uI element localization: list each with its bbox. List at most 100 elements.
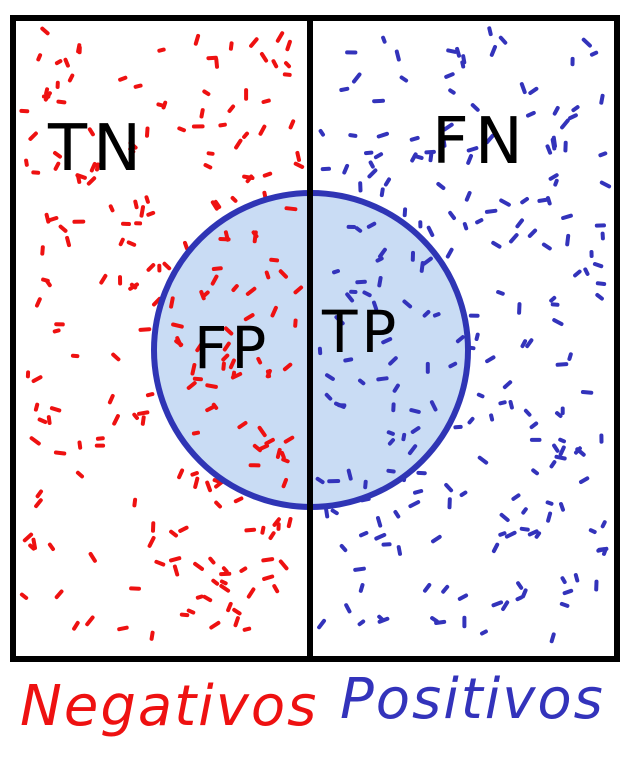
negative-dot <box>58 224 68 233</box>
negative-dot <box>286 517 293 529</box>
negative-dot <box>282 362 293 372</box>
positive-dot <box>432 312 441 318</box>
positive-dot <box>330 508 339 516</box>
negative-dot <box>169 556 182 563</box>
positive-dot <box>393 510 401 519</box>
positive-dot <box>410 152 418 163</box>
negative-dot <box>233 496 244 504</box>
positive-dot <box>409 408 421 414</box>
negative-dot <box>88 552 97 563</box>
negative-dot <box>223 326 234 336</box>
positive-dot <box>552 443 560 453</box>
positive-dot <box>519 82 527 95</box>
negative-dot <box>246 587 256 599</box>
negative-dot <box>19 592 29 600</box>
negative-dot <box>264 437 275 446</box>
negative-dots-selected <box>169 206 304 489</box>
negative-dot <box>40 26 50 36</box>
negative-dot <box>108 204 115 213</box>
positive-dot <box>348 133 358 138</box>
positive-dot <box>422 310 431 318</box>
positive-dot <box>422 256 433 266</box>
positive-dot <box>501 600 510 611</box>
positive-dot <box>431 534 442 544</box>
negative-dot <box>128 141 138 150</box>
positive-dot <box>392 383 400 393</box>
negative-dot <box>264 270 271 280</box>
negative-dot <box>49 406 62 413</box>
positive-dot <box>489 45 497 57</box>
positive-dot <box>521 507 528 515</box>
positive-dot <box>364 150 374 156</box>
positive-dot <box>545 144 553 155</box>
negative-dot <box>95 162 100 172</box>
fn-label: FN <box>432 105 529 179</box>
negative-dot <box>53 151 62 159</box>
negative-dot <box>35 297 42 308</box>
positive-dot <box>549 460 557 469</box>
positive-dot <box>448 210 456 220</box>
negative-dot <box>22 532 34 543</box>
positive-dot <box>441 584 450 594</box>
negative-dot <box>117 625 129 632</box>
negative-dot <box>72 620 80 631</box>
positive-dot <box>339 544 348 553</box>
negative-dot <box>208 556 216 565</box>
positive-dot <box>446 48 458 54</box>
positive-dot <box>345 292 355 303</box>
negative-dot <box>205 405 215 413</box>
negative-dot <box>218 122 227 128</box>
positive-dot <box>487 26 493 37</box>
positive-dot <box>381 337 393 345</box>
positive-dot <box>376 131 389 139</box>
positive-dot <box>548 173 559 181</box>
positive-dot <box>459 490 468 497</box>
positive-dot <box>455 46 461 58</box>
positive-dot <box>583 267 590 276</box>
positive-dot <box>367 168 378 179</box>
negative-dot <box>233 616 240 628</box>
positive-dot <box>573 269 582 278</box>
negative-dot <box>270 305 278 318</box>
negative-dot <box>272 584 280 594</box>
negative-dot <box>87 127 95 137</box>
negative-dot <box>24 158 29 167</box>
positive-dot <box>474 332 480 341</box>
positive-dot <box>515 218 524 229</box>
negative-dot <box>245 286 257 296</box>
positive-dot <box>378 247 387 259</box>
negative-dot <box>210 274 219 286</box>
positive-dot <box>353 566 366 572</box>
negative-dot <box>234 138 243 150</box>
positive-dot <box>599 93 605 105</box>
positive-dot <box>602 548 608 556</box>
negative-dot <box>195 594 204 600</box>
negative-dot <box>193 476 200 489</box>
negative-dot <box>206 151 215 156</box>
positive-dot <box>508 400 514 410</box>
negative-dot <box>288 119 296 130</box>
positive-dot <box>499 512 510 522</box>
negative-dot <box>138 327 152 332</box>
positive-dot <box>498 35 508 45</box>
positive-dot <box>470 103 480 112</box>
negative-dot <box>259 52 269 63</box>
negative-dot <box>213 199 222 209</box>
negative-dot <box>179 612 190 618</box>
positive-dot <box>377 616 390 624</box>
positive-dot <box>573 573 580 583</box>
negative-dot <box>211 266 223 271</box>
positive-dot <box>457 593 469 601</box>
negative-dot <box>132 412 139 420</box>
negative-dot <box>202 89 211 97</box>
negative-dot <box>133 83 143 89</box>
negative-dot <box>199 290 206 301</box>
negative-dot <box>177 126 186 133</box>
negative-dot <box>54 589 64 600</box>
negative-dot <box>278 559 289 571</box>
negative-dot <box>237 421 248 430</box>
positive-dot <box>366 221 377 229</box>
positive-dot <box>571 105 580 113</box>
negative-dot <box>53 161 61 171</box>
positive-dot <box>521 588 528 599</box>
